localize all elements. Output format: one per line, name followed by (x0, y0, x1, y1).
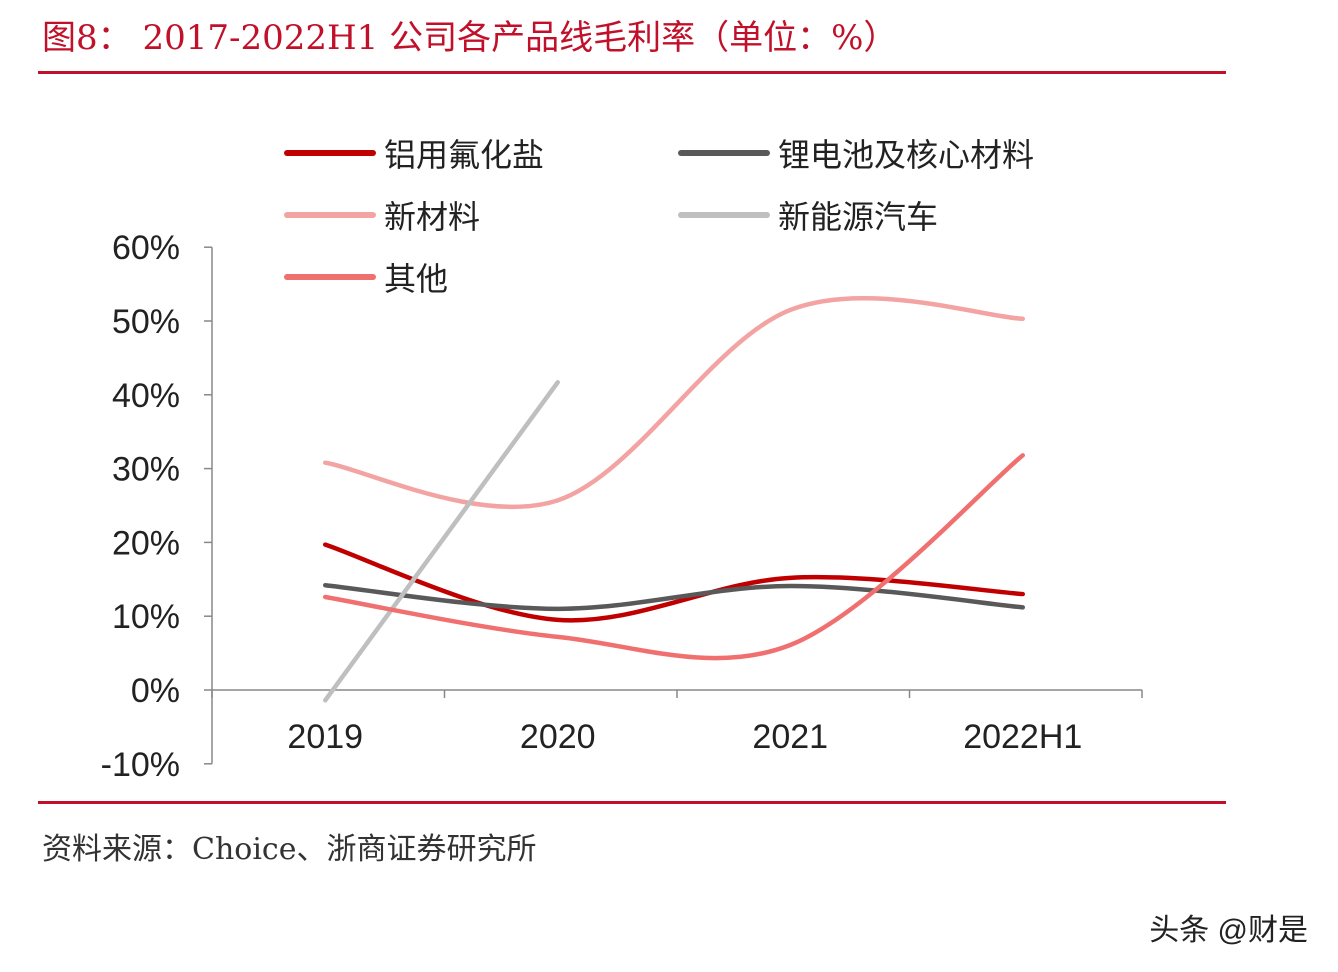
y-tick-label: 20% (112, 524, 180, 562)
title-rule (38, 71, 1226, 74)
series-line (323, 453, 1025, 661)
legend-label: 新能源汽车 (778, 199, 939, 235)
legend-swatch (678, 150, 770, 156)
x-tick-label: 2020 (520, 718, 596, 756)
x-tick-label: 2021 (752, 718, 828, 756)
y-tick-label: 50% (112, 303, 180, 341)
series-line (323, 542, 1025, 623)
y-tick-label: 40% (112, 377, 180, 415)
legend-item: 铝用氟化盐 (284, 130, 544, 176)
legend-swatch (284, 274, 376, 280)
legend-item: 锂电池及核心材料 (678, 130, 1034, 176)
source-note: 资料来源：Choice、浙商证券研究所 (42, 832, 537, 867)
legend-item: 新能源汽车 (678, 192, 938, 238)
legend-swatch (678, 212, 770, 218)
x-tick-label: 2022H1 (963, 718, 1082, 756)
series-line (323, 296, 1025, 510)
legend-label: 铝用氟化盐 (384, 137, 545, 173)
legend-label: 新材料 (384, 199, 481, 235)
y-tick-label: -10% (101, 746, 180, 784)
legend-item: 新材料 (284, 192, 480, 238)
watermark: 头条 @财是 (1149, 914, 1308, 947)
x-tick-label: 2019 (287, 718, 363, 756)
y-tick-label: 30% (112, 451, 180, 489)
y-tick-label: 10% (112, 598, 180, 636)
legend-label: 其他 (384, 261, 449, 297)
source-rule (38, 801, 1226, 804)
series-line (323, 380, 560, 703)
y-tick-label: 0% (131, 672, 180, 710)
y-tick-label: 60% (112, 229, 180, 267)
series-line (323, 582, 1025, 612)
legend-label: 锂电池及核心材料 (778, 137, 1035, 173)
legend-swatch (284, 150, 376, 156)
chart-title: 图8： 2017-2022H1 公司各产品线毛利率（单位：%） (42, 18, 898, 58)
legend-item: 其他 (284, 254, 448, 300)
legend-swatch (284, 212, 376, 218)
